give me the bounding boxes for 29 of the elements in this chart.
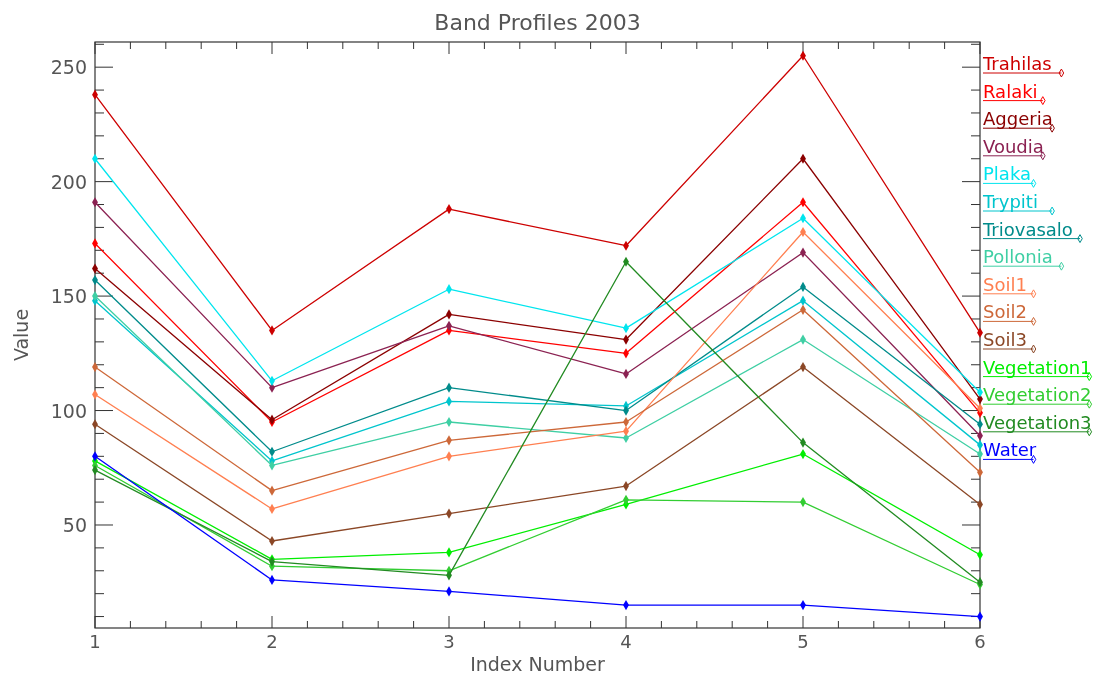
text: Vegetation3 (983, 411, 1092, 433)
y-tick-label: 100 (50, 399, 87, 422)
text: Triovasalo (982, 218, 1073, 240)
x-tick-label: 2 (266, 631, 278, 652)
x-tick-label: 5 (797, 631, 809, 652)
text: Soil1 (983, 273, 1027, 295)
y-axis-title: Value (10, 308, 32, 362)
x-axis-title: Index Number (470, 653, 606, 675)
x-tick-label: 4 (620, 631, 632, 652)
text: Soil3 (983, 329, 1027, 350)
text: Vegetation2 (983, 384, 1092, 406)
text: Pollonia (983, 246, 1053, 268)
text: Aggeria (983, 108, 1053, 130)
y-tick-label: 50 (62, 513, 87, 536)
chart-title: Band Profiles 2003 (434, 10, 641, 35)
y-tick-label: 150 (50, 285, 87, 308)
text: Vegetation1 (983, 356, 1092, 378)
text: Soil2 (983, 301, 1027, 323)
text: Water (983, 439, 1037, 461)
x-tick-label: 3 (443, 631, 455, 652)
text: Trahilas (982, 53, 1052, 74)
text: Voudia (983, 135, 1044, 157)
y-tick-label: 200 (50, 170, 87, 193)
text: Trypiti (982, 191, 1038, 212)
text: Ralaki (983, 80, 1038, 102)
text: Plaka (983, 163, 1032, 185)
y-tick-label: 250 (50, 56, 87, 79)
x-tick-label: 1 (89, 631, 101, 652)
x-tick-label: 6 (974, 631, 986, 652)
